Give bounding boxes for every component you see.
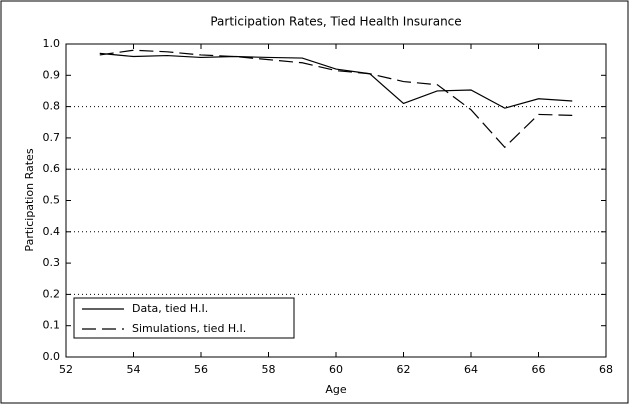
x-tick-label: 62 bbox=[397, 363, 411, 376]
y-tick-label: 0.5 bbox=[43, 194, 61, 207]
y-tick-label: 0.1 bbox=[43, 319, 61, 332]
y-tick-label: 0.3 bbox=[43, 256, 61, 269]
y-tick-label: 0.6 bbox=[43, 162, 61, 175]
series-line bbox=[99, 52, 573, 109]
x-tick-label: 58 bbox=[262, 363, 276, 376]
legend-box bbox=[73, 297, 295, 339]
y-tick-label: 0.8 bbox=[43, 100, 61, 113]
x-tick-label: 56 bbox=[194, 363, 208, 376]
legend-label: Data, tied H.I. bbox=[132, 302, 208, 315]
x-tick-label: 64 bbox=[464, 363, 478, 376]
x-tick-label: 54 bbox=[127, 363, 141, 376]
y-axis-label: Participation Rates bbox=[23, 148, 36, 251]
x-tick-label: 68 bbox=[599, 363, 613, 376]
y-tick-label: 0.2 bbox=[43, 287, 61, 300]
x-tick-label: 52 bbox=[59, 363, 73, 376]
y-tick-label: 0.9 bbox=[43, 68, 61, 81]
series-line bbox=[99, 49, 573, 149]
y-tick-label: 1.0 bbox=[43, 37, 61, 50]
y-tick-label: 0.7 bbox=[43, 131, 61, 144]
legend-label: Simulations, tied H.I. bbox=[132, 322, 246, 335]
chart-title: Participation Rates, Tied Health Insuran… bbox=[210, 15, 461, 29]
x-tick-label: 60 bbox=[329, 363, 343, 376]
y-tick-label: 0.0 bbox=[43, 350, 61, 363]
x-tick-label: 66 bbox=[532, 363, 546, 376]
x-axis-label: Age bbox=[325, 383, 347, 396]
y-tick-label: 0.4 bbox=[43, 225, 61, 238]
